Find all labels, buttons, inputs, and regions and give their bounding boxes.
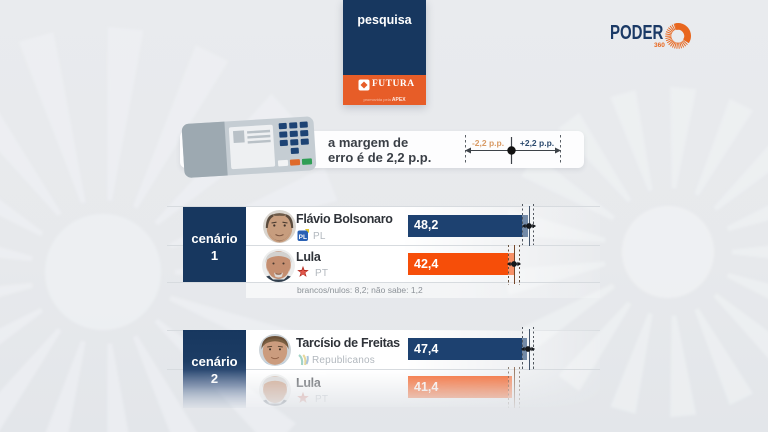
svg-text:PL: PL — [299, 233, 307, 240]
svg-text:+2,2 p.p.: +2,2 p.p. — [520, 138, 554, 148]
svg-text:-2,2 p.p.: -2,2 p.p. — [472, 138, 504, 148]
